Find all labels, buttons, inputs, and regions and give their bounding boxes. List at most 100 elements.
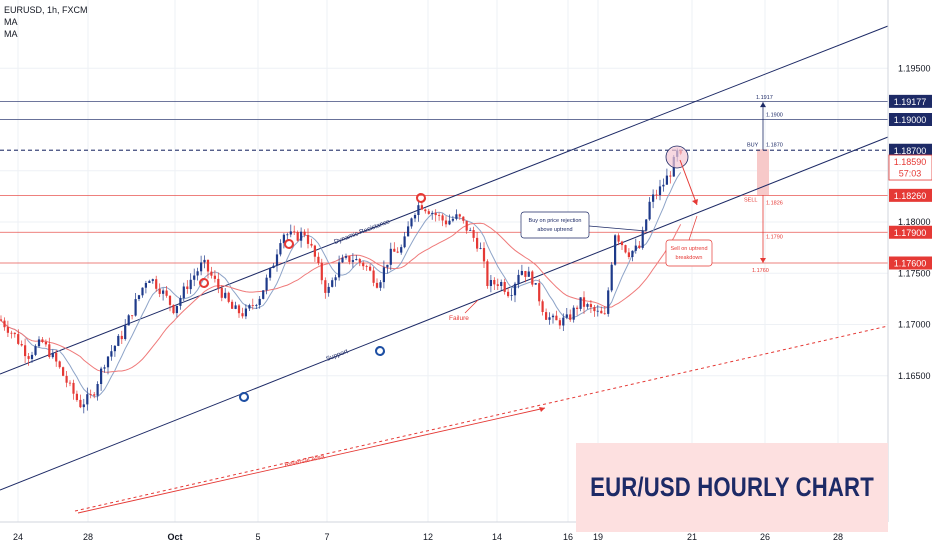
y-tick-label: 1.19500 — [898, 63, 931, 73]
candle — [382, 267, 385, 283]
candle — [282, 234, 285, 244]
candle — [631, 250, 634, 257]
candle — [500, 282, 503, 286]
candle — [417, 205, 420, 215]
candle — [258, 298, 261, 305]
candle — [379, 282, 382, 288]
candle — [89, 394, 92, 395]
candle — [620, 241, 624, 246]
candle — [655, 194, 658, 196]
candle — [172, 304, 175, 314]
candle — [93, 394, 96, 396]
support-label: Support — [325, 348, 349, 363]
candle — [110, 351, 113, 357]
candle — [600, 310, 603, 314]
candle — [189, 279, 192, 290]
candle — [313, 245, 316, 257]
level-price-label: 1.19177 — [894, 97, 927, 107]
candle — [624, 245, 627, 253]
candle — [186, 286, 189, 289]
candle — [531, 271, 534, 285]
candle — [576, 307, 579, 309]
candle — [444, 220, 448, 225]
candle — [317, 256, 320, 263]
level-price-label: 1.19000 — [894, 115, 927, 125]
candle — [124, 325, 127, 339]
ma-fast-line — [0, 172, 682, 398]
candle — [645, 219, 648, 231]
candle — [431, 212, 434, 214]
candle — [48, 344, 51, 357]
candle — [510, 295, 513, 296]
candle — [462, 216, 465, 221]
candle — [614, 235, 617, 265]
chart-title: EUR/USD HOURLY CHART — [590, 472, 874, 502]
candle — [168, 295, 172, 305]
candle — [652, 194, 655, 202]
candle — [610, 264, 613, 291]
candle — [513, 283, 517, 296]
candle — [565, 314, 568, 318]
candle — [162, 290, 165, 294]
sell-label: SELL — [744, 197, 757, 203]
candle — [441, 215, 444, 221]
reversal-arrowhead — [539, 407, 545, 412]
candle — [24, 345, 27, 357]
sell-note-arrow — [688, 215, 698, 241]
reversal-top-icon — [284, 239, 294, 249]
buy-label: BUY — [747, 142, 759, 148]
candle — [648, 201, 651, 220]
candle — [175, 305, 178, 314]
candle — [3, 320, 6, 328]
candle — [131, 315, 134, 317]
candle — [562, 317, 565, 326]
candles — [0, 148, 682, 414]
level-price-tag — [889, 94, 932, 108]
candle — [265, 277, 268, 291]
candle — [489, 280, 492, 286]
candle — [634, 245, 637, 251]
candle — [182, 286, 185, 299]
candle — [617, 235, 620, 242]
candle — [458, 214, 461, 217]
candle — [34, 346, 37, 355]
x-tick-label: 7 — [324, 532, 329, 542]
candle — [641, 230, 644, 248]
candle — [196, 271, 199, 276]
candle — [324, 280, 327, 293]
candle — [151, 279, 154, 281]
candle — [220, 287, 223, 298]
candle — [158, 288, 161, 294]
countdown-label: 57:03 — [899, 169, 922, 179]
level-price-label: 1.17600 — [894, 259, 927, 269]
candle — [338, 262, 341, 278]
buy-note-line1: Buy on price rejection — [529, 218, 582, 224]
candle — [231, 301, 234, 309]
candle — [293, 231, 296, 233]
candle — [82, 404, 85, 408]
candle — [286, 234, 289, 236]
candle — [113, 345, 116, 352]
candle — [386, 264, 389, 268]
buy-note-box — [520, 211, 590, 239]
candle — [558, 320, 561, 326]
horizontal-levels — [0, 100, 888, 264]
grid — [0, 0, 888, 522]
candle — [662, 184, 665, 187]
candle — [358, 259, 361, 263]
candle — [217, 278, 220, 288]
x-tick-label: 26 — [760, 532, 770, 542]
candle — [448, 220, 451, 225]
ma-label-1: MA — [4, 17, 18, 27]
candle — [403, 236, 406, 248]
candle — [203, 259, 206, 263]
candle — [548, 317, 551, 320]
x-tick-label: 28 — [833, 532, 843, 542]
x-tick-label: 14 — [492, 532, 502, 542]
buy-target-arrowhead — [760, 102, 766, 108]
candle — [103, 367, 106, 369]
candle — [479, 248, 482, 249]
candle — [372, 270, 375, 283]
candle — [148, 280, 151, 283]
